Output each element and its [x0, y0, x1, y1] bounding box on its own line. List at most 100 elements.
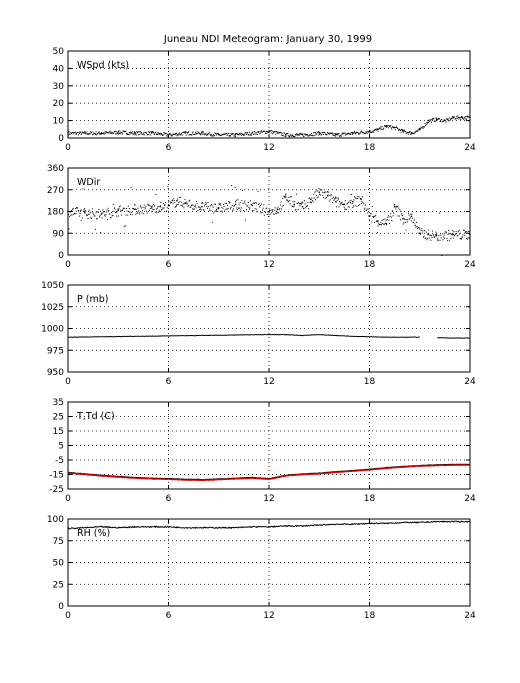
y-tick-label: 270 [47, 186, 64, 196]
data-point [460, 237, 462, 239]
data-point [300, 203, 302, 205]
y-tick-label: 0 [58, 134, 64, 144]
data-point [449, 232, 451, 234]
data-point [224, 133, 226, 135]
data-point [223, 203, 225, 205]
data-point [135, 209, 137, 211]
data-point [100, 231, 102, 233]
data-point [447, 119, 449, 121]
data-point [166, 133, 168, 135]
data-point [134, 204, 136, 206]
data-point [74, 212, 76, 214]
data-point [100, 133, 102, 135]
data-point [465, 231, 467, 233]
y-tick-label: -25 [49, 485, 64, 495]
data-point [324, 191, 326, 193]
y-tick-label: 360 [47, 164, 64, 174]
data-point [138, 134, 140, 136]
data-point [284, 133, 287, 136]
data-point [411, 213, 413, 215]
data-point [327, 132, 329, 134]
data-point [368, 132, 370, 134]
data-point [380, 222, 382, 224]
data-point [245, 203, 247, 205]
data-point [344, 208, 346, 210]
data-point [153, 209, 155, 211]
data-point [248, 131, 250, 133]
data-point [250, 133, 252, 135]
data-point [169, 204, 171, 206]
data-point [264, 210, 266, 212]
data-point [463, 116, 465, 118]
data-point [244, 132, 246, 134]
data-point [401, 213, 403, 215]
data-point [130, 132, 132, 134]
data-point [178, 197, 180, 199]
data-point [371, 131, 373, 133]
data-point [408, 214, 410, 216]
data-point [215, 203, 217, 205]
data-point [113, 131, 115, 133]
data-point [287, 132, 289, 134]
data-point [251, 203, 253, 205]
data-point [304, 133, 306, 135]
data-point [201, 131, 203, 133]
x-tick-label: 18 [364, 494, 376, 504]
data-point [248, 206, 250, 208]
data-point [173, 198, 175, 200]
data-point [193, 208, 195, 210]
data-point [194, 206, 196, 208]
data-point [410, 133, 412, 135]
data-point [148, 204, 150, 206]
data-point [282, 135, 284, 137]
data-point [127, 214, 129, 216]
data-point [341, 201, 343, 203]
data-point [144, 208, 146, 210]
x-tick-label: 24 [464, 260, 476, 270]
data-point [186, 131, 188, 133]
data-point [308, 135, 310, 137]
data-point [265, 208, 267, 210]
data-point [131, 131, 133, 133]
data-point [209, 131, 211, 133]
data-point [453, 235, 455, 237]
data-point [451, 117, 453, 119]
figure-title: Juneau NDI Meteogram: January 30, 1999 [163, 34, 372, 45]
data-point [366, 131, 368, 133]
data-point [311, 197, 313, 199]
data-point [336, 199, 338, 201]
data-point [236, 133, 238, 135]
data-point [285, 193, 287, 195]
data-point [343, 204, 345, 206]
data-point [279, 208, 281, 210]
data-point [77, 209, 79, 211]
data-point [395, 126, 397, 128]
data-point [117, 133, 119, 135]
data-point [323, 131, 325, 133]
data-point [160, 134, 162, 136]
series-line [67, 520, 471, 530]
data-point [341, 132, 343, 134]
data-point [397, 205, 399, 207]
data-point [432, 118, 434, 120]
data-point [406, 132, 408, 134]
data-point [375, 215, 377, 217]
data-point [317, 190, 319, 192]
data-point [300, 133, 302, 135]
data-point [149, 131, 151, 133]
data-point [140, 207, 142, 209]
data-point [440, 234, 442, 236]
data-point [446, 238, 448, 240]
data-point [247, 202, 249, 204]
data-point [312, 135, 314, 137]
data-point [159, 205, 161, 207]
data-point [178, 202, 180, 204]
data-point [322, 195, 324, 197]
data-point [166, 210, 168, 212]
data-point [104, 214, 106, 216]
data-point [440, 120, 442, 122]
data-point [210, 133, 212, 135]
data-point [356, 131, 358, 133]
data-point [88, 133, 90, 135]
data-point [68, 134, 69, 136]
